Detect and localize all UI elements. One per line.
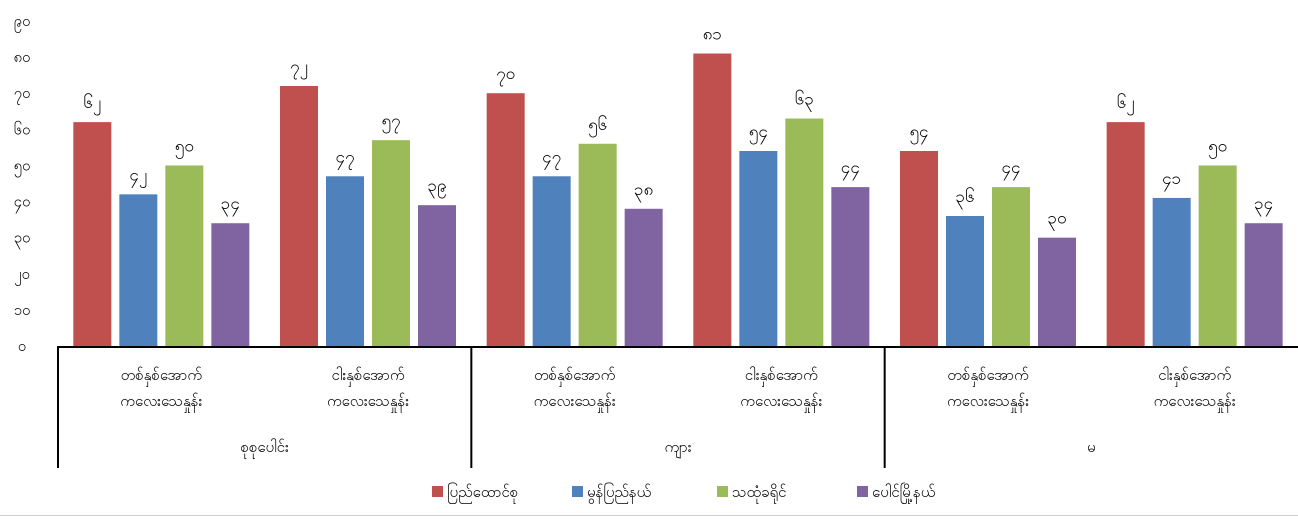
category-label: ငါးနှစ်အောက် <box>1158 366 1231 387</box>
legend-swatch <box>857 486 868 497</box>
bar <box>211 223 250 346</box>
category-label: ကလေးသေနှုန်း <box>327 392 409 413</box>
y-tick-label: ၉၀ <box>14 12 31 33</box>
group-label: မ <box>1087 438 1096 456</box>
data-label: ၇၂ <box>290 57 308 80</box>
bar <box>418 205 456 346</box>
data-label: ၄၁ <box>1162 169 1181 192</box>
y-tick-label: ၃၀ <box>14 229 31 250</box>
group-label: ကျား <box>664 438 691 459</box>
data-label: ၄၄ <box>841 158 860 181</box>
data-label: ၅၄ <box>749 122 768 145</box>
data-label: ၅၄ <box>909 122 928 145</box>
legend-label: ပြည်ထောင်စု <box>447 482 518 504</box>
y-tick-label: ၁၀ <box>14 301 31 319</box>
bar <box>1198 165 1237 346</box>
y-tick-label: ၅၀ <box>14 156 31 177</box>
category-label: ကလေးသေနှုန်း <box>120 392 202 413</box>
category-label: တစ်နှစ်အောက် <box>121 366 202 387</box>
bar <box>165 165 204 346</box>
data-label: ၆၂ <box>83 92 101 116</box>
bar <box>372 140 410 346</box>
bar <box>280 86 318 346</box>
y-tick-label: ၂၀ <box>14 265 30 286</box>
data-label: ၃၀ <box>1047 209 1066 232</box>
legend-label: မွန်ပြည်နယ် <box>587 482 651 504</box>
bar <box>532 176 571 346</box>
bar <box>486 93 525 346</box>
bar <box>624 208 663 346</box>
bars <box>73 53 1283 346</box>
category-label: ငါးနှစ်အောက် <box>331 366 404 387</box>
y-tick-label: ၈၀ <box>13 48 30 66</box>
data-label: ၄၇ <box>335 147 354 170</box>
data-label: ၅၇ <box>381 111 400 134</box>
category-label: တစ်နှစ်အောက် <box>947 366 1028 387</box>
legend-swatch <box>572 486 583 497</box>
data-label: ၃၉ <box>427 176 446 199</box>
bar <box>1152 197 1191 346</box>
bar <box>693 53 732 346</box>
data-label: ၄၂ <box>129 165 147 188</box>
bar <box>1038 237 1076 346</box>
data-label: ၇၀ <box>496 64 515 87</box>
data-label: ၄၇ <box>542 147 561 170</box>
bar <box>946 216 984 346</box>
data-label: ၅၀ <box>175 136 194 159</box>
bar <box>785 118 824 346</box>
bar <box>326 176 364 346</box>
y-axis: ၀ ၁၀ ၂၀ ၃၀ ၄၀ ၅၀ ၆၀ ၇၀ ၈၀ ၉၀ <box>13 12 30 355</box>
legend-label: ပေါင်မြို့နယ် <box>872 482 935 504</box>
legend-swatch <box>717 486 728 497</box>
bar <box>831 187 870 346</box>
category-label: တစ်နှစ်အောက် <box>534 366 615 387</box>
category-label: ကလေးသေနှုန်း <box>534 392 616 413</box>
data-label: ၃၄ <box>221 194 240 217</box>
x-axis: တစ်နှစ်အောက်ကလေးသေနှုန်း ငါးနှစ်အောက်ကလေး… <box>57 346 1298 468</box>
bar <box>73 122 112 346</box>
legend: ပြည်ထောင်စု မွန်ပြည်နယ် သထုံခရိုင် ပေါင်မြိ… <box>432 482 935 504</box>
bar <box>900 151 938 346</box>
legend-swatch <box>432 486 443 497</box>
data-label: ၃၈ <box>634 180 653 203</box>
legend-label: သထုံခရိုင် <box>732 483 786 504</box>
y-tick-label: ၆၀ <box>14 120 31 138</box>
data-label: ၄၄ <box>1001 158 1020 181</box>
bottom-divider <box>0 515 1298 516</box>
bar <box>1106 122 1145 346</box>
category-label: ကလေးသေနှုန်း <box>740 392 822 413</box>
bar <box>1244 223 1283 346</box>
bar <box>992 187 1030 346</box>
category-label: ငါးနှစ်အောက် <box>745 366 818 387</box>
data-label: ၈၁ <box>703 25 722 45</box>
y-tick-label: ၇၀ <box>14 84 31 105</box>
group-label: စုစုပေါင်း <box>241 438 289 459</box>
category-label: ကလေးသေနှုန်း <box>947 392 1029 413</box>
data-label: ၅၀ <box>1208 136 1227 159</box>
data-label: ၆၃ <box>795 89 814 113</box>
category-label: ကလေးသေနှုန်း <box>1154 392 1236 413</box>
bar <box>119 194 158 346</box>
data-label: ၃၆ <box>955 186 974 210</box>
bar <box>739 151 778 346</box>
y-tick-label: ၄၀ <box>14 193 31 214</box>
bar <box>578 143 617 346</box>
data-label: ၅၆ <box>588 114 607 138</box>
data-label: ၃၄ <box>1254 194 1273 217</box>
data-label: ၆၂ <box>1117 92 1135 116</box>
y-tick-label: ၀ <box>18 337 26 355</box>
